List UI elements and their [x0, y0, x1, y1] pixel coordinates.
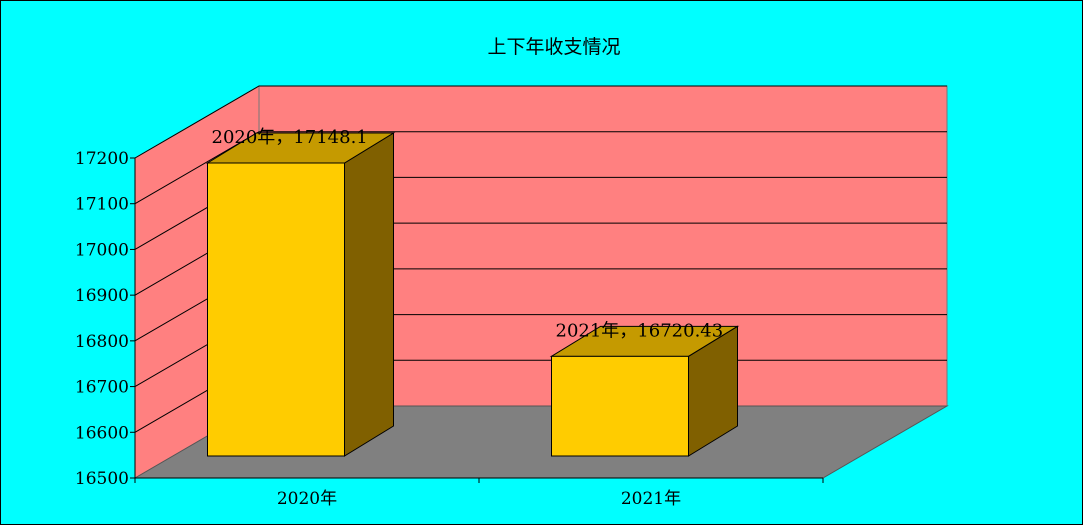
bar-0	[205, 132, 396, 457]
y-tick-label: 16800	[75, 332, 129, 352]
y-tick-label: 17200	[75, 149, 129, 169]
y-tick-label: 17000	[75, 240, 129, 260]
x-axis: 2020年 2021年	[134, 477, 824, 509]
bar-1	[549, 325, 740, 457]
gridline	[134, 85, 947, 159]
y-tick-label: 16700	[75, 378, 129, 398]
y-tick-label: 16500	[75, 469, 129, 489]
chart-title: 上下年收支情况	[487, 36, 620, 58]
bar-front	[207, 162, 345, 457]
y-tick-label: 16600	[75, 423, 129, 443]
gridline	[134, 131, 947, 205]
y-tick-label: 17100	[75, 195, 129, 215]
y-tick-label: 16900	[75, 286, 129, 306]
x-tick-label: 2021年	[621, 489, 681, 509]
data-label: 2021年，16720.43	[556, 320, 724, 341]
y-axis: 17200 17100 17000 16900 16800 16700 16600 16500	[75, 149, 136, 489]
bar-side	[344, 132, 394, 457]
data-labels: 2020年，17148.1 2021年，16720.43	[212, 127, 724, 341]
x-tick-label: 2020年	[277, 489, 337, 509]
bar-front	[551, 355, 689, 457]
data-label: 2020年，17148.1	[212, 127, 368, 148]
bars	[205, 132, 740, 457]
